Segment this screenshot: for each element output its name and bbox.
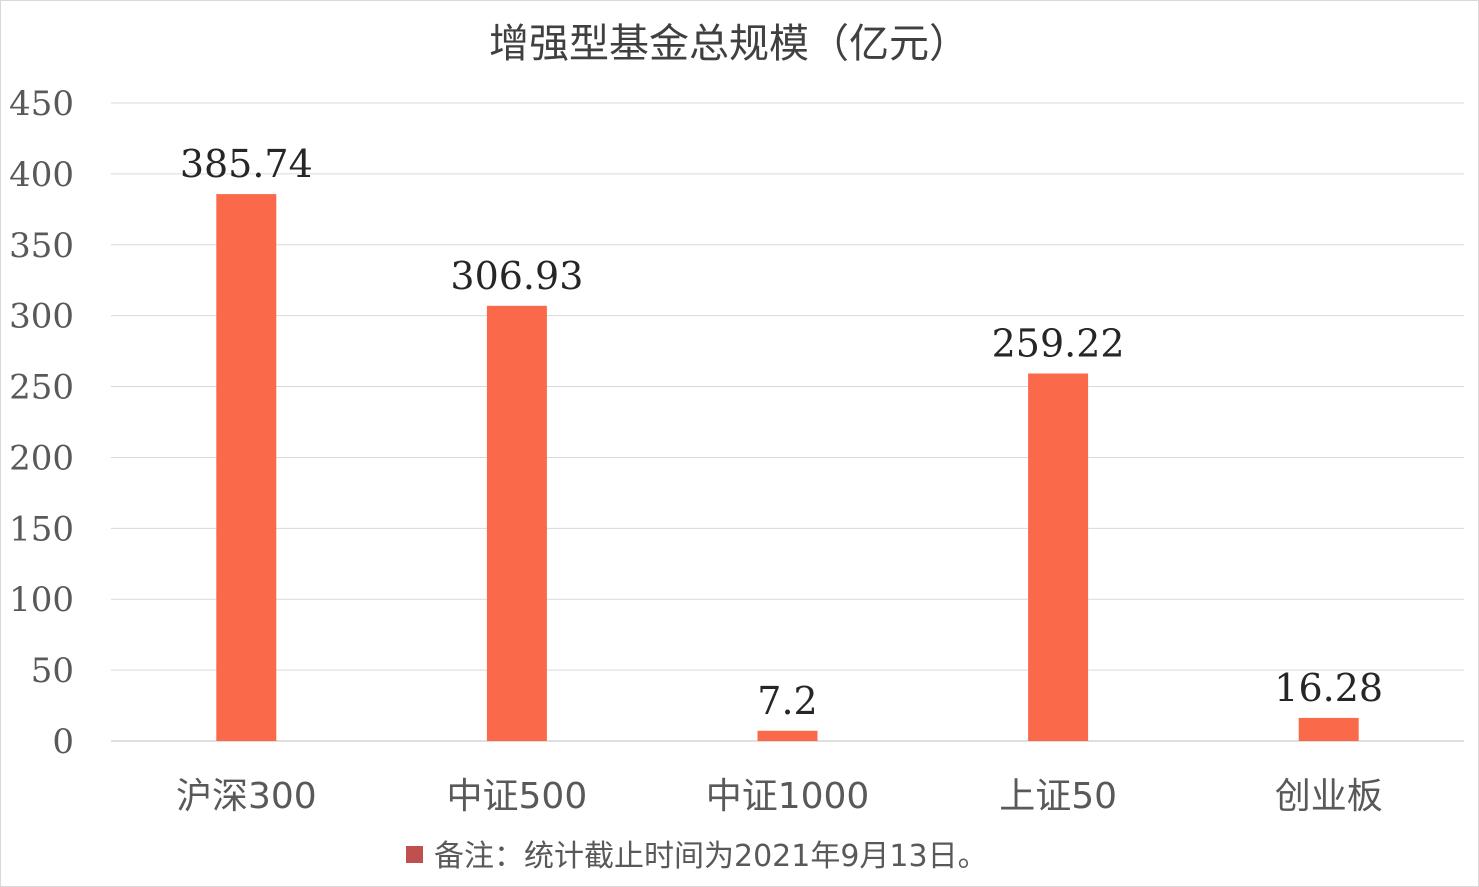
legend-marker: [406, 846, 423, 863]
y-tick-label: 0: [52, 722, 74, 762]
y-tick-label: 50: [31, 651, 74, 691]
y-tick-label: 200: [9, 438, 74, 478]
gridlines: [111, 102, 1464, 742]
bar: [757, 730, 818, 741]
y-tick-label: 350: [9, 226, 74, 266]
x-category-label: 中证1000: [706, 776, 870, 817]
x-category-label: 沪深300: [176, 776, 317, 817]
data-label: 259.22: [992, 321, 1125, 365]
data-labels: 385.74 306.93 7.2 259.22 16.28: [180, 142, 1383, 723]
y-axis-ticks: 0 50 100 150 200 250 300 350 400 450: [9, 84, 74, 762]
y-tick-label: 250: [9, 368, 74, 408]
x-category-label: 创业板: [1275, 776, 1383, 817]
y-tick-label: 450: [9, 84, 74, 124]
legend-label: 备注：统计截止时间为2021年9月13日。: [434, 839, 988, 874]
legend: 备注：统计截止时间为2021年9月13日。: [406, 839, 988, 874]
y-tick-label: 100: [9, 580, 74, 620]
data-label: 306.93: [450, 254, 583, 298]
x-category-label: 中证500: [447, 776, 588, 817]
chart-title: 增强型基金总规模（亿元）: [489, 21, 969, 67]
x-axis-categories: 沪深300 中证500 中证1000 上证50 创业板: [176, 776, 1383, 817]
y-tick-label: 300: [9, 297, 74, 337]
data-label: 7.2: [757, 679, 817, 723]
data-label: 385.74: [180, 142, 313, 186]
data-label: 16.28: [1274, 666, 1383, 710]
bar: [486, 305, 547, 741]
bar: [1298, 717, 1359, 741]
x-category-label: 上证50: [999, 776, 1117, 817]
y-tick-label: 400: [9, 155, 74, 195]
y-tick-label: 150: [9, 509, 74, 549]
bar: [1028, 373, 1089, 741]
bars: [216, 194, 1359, 742]
bar: [216, 194, 277, 742]
